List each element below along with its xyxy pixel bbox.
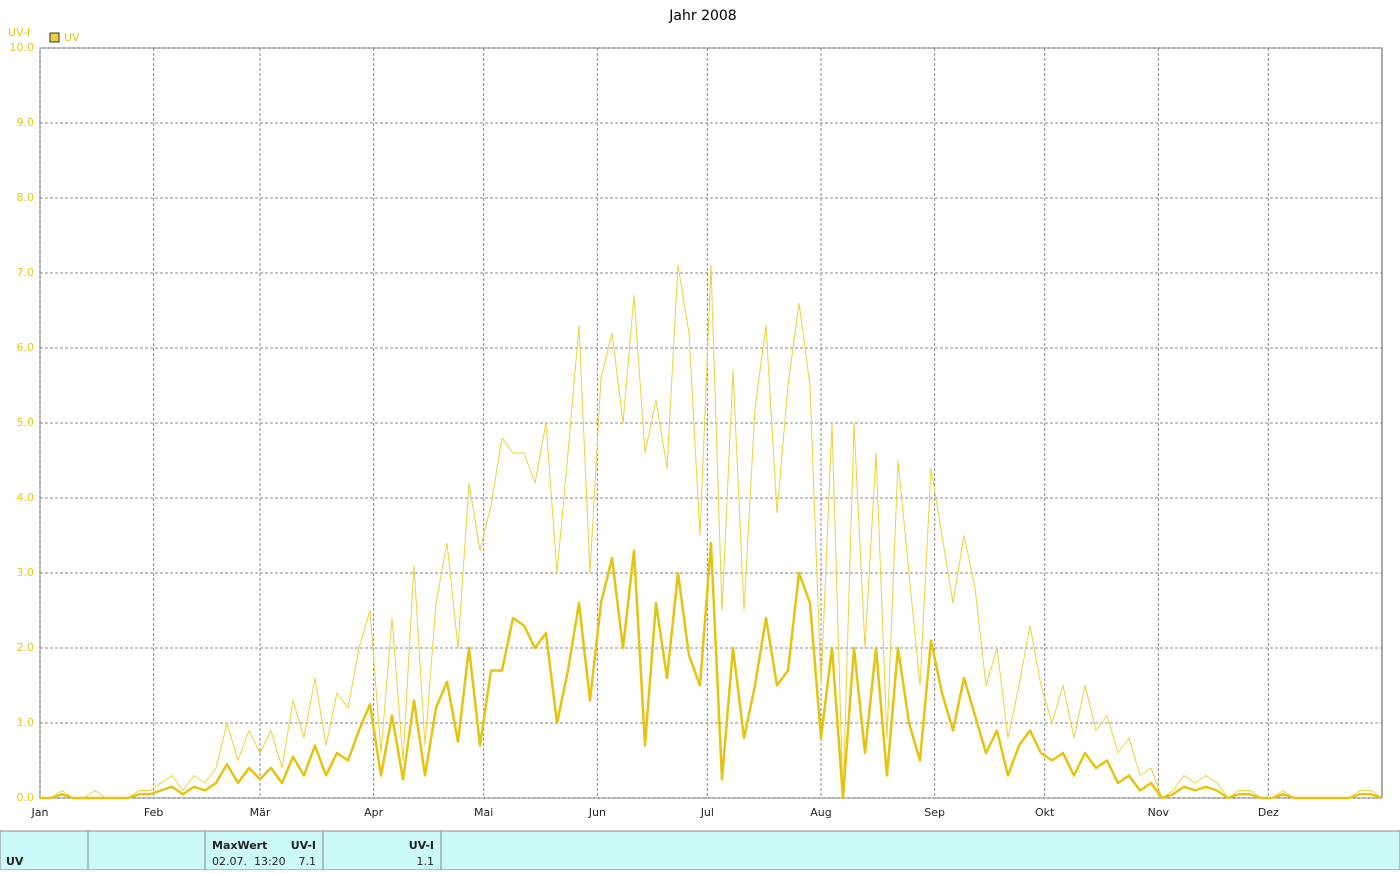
chart-title: Jahr 2008 xyxy=(668,8,736,24)
x-tick-label: Aug xyxy=(810,806,831,819)
y-tick-label: 0.0 xyxy=(17,791,35,804)
x-tick-label: Jan xyxy=(31,806,49,819)
y-tick-label: 6.0 xyxy=(17,341,35,354)
plot-area xyxy=(39,47,1383,800)
x-tick-label: Nov xyxy=(1148,806,1170,819)
table-header: MaxWert xyxy=(212,839,267,852)
x-tick-label: Mär xyxy=(250,806,271,819)
table-series: UV xyxy=(6,855,24,868)
y-tick-label: 2.0 xyxy=(17,641,35,654)
y-axis-label: UV-I xyxy=(8,26,30,39)
y-tick-label: 8.0 xyxy=(17,191,35,204)
data-line xyxy=(40,541,1383,800)
x-tick-label: Sep xyxy=(924,806,945,819)
x-tick-label: Jul xyxy=(700,806,714,819)
y-tick-label: 4.0 xyxy=(17,491,35,504)
x-tick-label: Jun xyxy=(588,806,606,819)
table-value: 1.1 xyxy=(417,855,435,868)
y-tick-label: 7.0 xyxy=(17,266,35,279)
x-tick-label: Okt xyxy=(1035,806,1055,819)
x-tick-label: Feb xyxy=(144,806,163,819)
table-row xyxy=(0,830,1400,871)
table-time: 02.07. 13:20 xyxy=(212,855,286,868)
legend-label: UV xyxy=(64,31,80,44)
y-tick-label: 10.0 xyxy=(10,41,35,54)
x-tick-label: Dez xyxy=(1258,806,1279,819)
legend-swatch xyxy=(49,32,60,43)
y-tick-label: 1.0 xyxy=(17,716,35,729)
data-line xyxy=(40,265,1383,799)
y-tick-label: 5.0 xyxy=(17,416,35,429)
table-unit: UV-I xyxy=(409,839,434,852)
x-tick-label: Mai xyxy=(474,806,493,819)
x-tick-label: Apr xyxy=(364,806,384,819)
y-tick-label: 9.0 xyxy=(17,116,35,129)
y-tick-label: 3.0 xyxy=(17,566,35,579)
table-value: 7.1 xyxy=(299,855,317,868)
table-unit: UV-I xyxy=(291,839,316,852)
